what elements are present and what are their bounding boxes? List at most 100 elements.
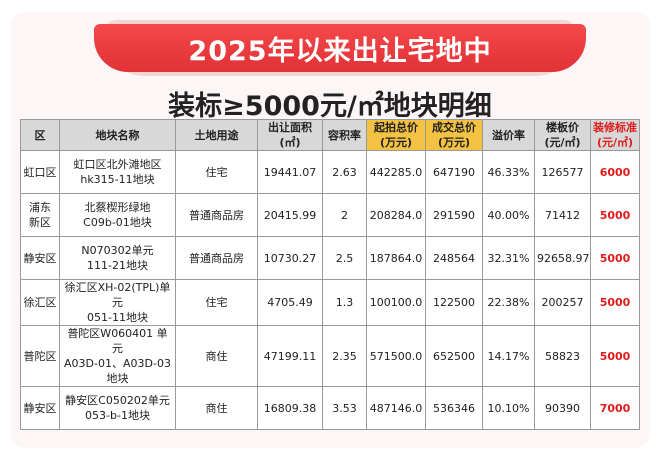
- cell-use: 普通商品房: [175, 193, 258, 237]
- cell-district: 普陀区: [20, 325, 60, 387]
- header-line: 区: [34, 128, 46, 142]
- cell-district: 静安区: [20, 386, 60, 430]
- header-far: 容积率: [322, 119, 367, 151]
- header-line: (元/㎡): [596, 136, 634, 149]
- cell-use: 商住: [175, 386, 258, 430]
- cell-start-price: 187864.0: [366, 236, 426, 280]
- header-premium: 溢价率: [482, 119, 535, 151]
- cell-line: 普陀区: [23, 349, 57, 363]
- header-decoration-standard: 装修标准 (元/㎡): [590, 119, 640, 151]
- cell-area: 19441.07: [257, 150, 323, 194]
- cell-use: 住宅: [175, 150, 258, 194]
- table-row: 静安区 N070302单元 111-21地块 普通商品房 10730.27 2.5 1878…: [20, 236, 640, 280]
- cell-floor-price: 58823: [534, 325, 591, 387]
- table-row: 浦东新区 北蔡楔形绿地 C09b-01地块 普通商品房 20415.99 2 208284.…: [20, 193, 640, 237]
- header-district: 区: [20, 119, 60, 151]
- cell-line: 111-21地块: [87, 259, 148, 272]
- header-line: 出让面积: [268, 121, 312, 134]
- cell-far: 2.35: [322, 325, 367, 387]
- cell-line: 新区: [29, 216, 51, 229]
- cell-floor-price: 90390: [534, 386, 591, 430]
- header-area: 出让面积 (㎡): [257, 119, 323, 151]
- title-banner: 2025年以来出让宅地中: [10, 16, 650, 78]
- cell-line: 浦东: [29, 201, 51, 214]
- cell-line: 北蔡楔形绿地: [84, 201, 151, 214]
- cell-far: 3.53: [322, 386, 367, 430]
- cell-decoration: 6000: [590, 150, 640, 194]
- table-row: 徐汇区 徐汇区XH-02(TPL)单元 051-11地块 住宅 4705.49 1.3 10…: [20, 279, 640, 326]
- header-line: 土地用途: [194, 128, 239, 142]
- cell-deal-price: 647190: [425, 150, 483, 194]
- cell-floor-price: 71412: [534, 193, 591, 237]
- cell-line: C09b-01地块: [83, 216, 152, 229]
- cell-decoration: 5000: [590, 325, 640, 387]
- cell-plot: 虹口区北外滩地区 hk315-11地块: [59, 150, 176, 194]
- header-line: 装修标准: [593, 121, 637, 134]
- cell-district: 浦东 新区: [20, 193, 60, 237]
- header-line: (㎡): [279, 136, 301, 149]
- table-row: 普陀区 普陀区W060401 单元 A03D-01、A03D-03 地块 商住 4719…: [20, 325, 640, 387]
- cell-plot: 静安区C050202单元 053-b-1地块: [59, 386, 176, 430]
- header-line: (元/㎡): [544, 136, 581, 149]
- cell-premium: 22.38%: [482, 279, 535, 326]
- header-line: 容积率: [328, 128, 361, 142]
- header-plot-name: 地块名称: [59, 119, 176, 151]
- header-line: 溢价率: [492, 128, 525, 142]
- cell-start-price: 487146.0: [366, 386, 426, 430]
- cell-floor-price: 200257: [534, 279, 591, 326]
- cell-district: 静安区: [20, 236, 60, 280]
- cell-deal-price: 248564: [425, 236, 483, 280]
- header-start-price: 起拍总价 (万元): [366, 119, 426, 151]
- cell-premium: 46.33%: [482, 150, 535, 194]
- cell-plot: 北蔡楔形绿地 C09b-01地块: [59, 193, 176, 237]
- header-line: 楼板价: [546, 121, 579, 134]
- cell-deal-price: 122500: [425, 279, 483, 326]
- cell-area: 4705.49: [257, 279, 323, 326]
- cell-area: 10730.27: [257, 236, 323, 280]
- cell-line: 徐汇区: [23, 296, 57, 309]
- cell-decoration: 5000: [590, 193, 640, 237]
- cell-line: 静安区C050202单元: [65, 394, 170, 407]
- cell-decoration: 5000: [590, 236, 640, 280]
- header-line: 地块名称: [95, 128, 140, 142]
- cell-line: 053-b-1地块: [85, 409, 150, 422]
- cell-line: 静安区: [23, 401, 57, 415]
- cell-line: 虹口区: [23, 165, 57, 179]
- header-line: (万元): [437, 136, 471, 149]
- banner-ribbon: 2025年以来出让宅地中: [94, 24, 586, 72]
- cell-line: hk315-11地块: [80, 173, 155, 186]
- cell-premium: 10.10%: [482, 386, 535, 430]
- table-header-row: 区地块名称 土地用途 出让面积 (㎡) 容积率 起拍总价 (万元) 成交总价 (万元) 溢价率 楼板…: [20, 119, 640, 151]
- cell-start-price: 442285.0: [366, 150, 426, 194]
- cell-line: 徐汇区XH-02(TPL)单元: [64, 281, 171, 309]
- cell-use: 普通商品房: [175, 236, 258, 280]
- cell-area: 47199.11: [257, 325, 323, 387]
- cell-line: 虹口区北外滩地区: [73, 158, 162, 171]
- cell-line: 051-11地块: [87, 311, 148, 324]
- cell-start-price: 208284.0: [366, 193, 426, 237]
- cell-area: 20415.99: [257, 193, 323, 237]
- cell-start-price: 100100.0: [366, 279, 426, 326]
- header-line: 起拍总价: [374, 121, 418, 134]
- banner-title: 2025年以来出让宅地中: [188, 35, 492, 67]
- cell-deal-price: 291590: [425, 193, 483, 237]
- cell-start-price: 571500.0: [366, 325, 426, 387]
- cell-line: A03D-01、A03D-03 地块: [64, 357, 171, 385]
- cell-decoration: 7000: [590, 386, 640, 430]
- cell-use: 商住: [175, 325, 258, 387]
- header-floor-price: 楼板价 (元/㎡): [534, 119, 591, 151]
- cell-floor-price: 126577: [534, 150, 591, 194]
- cell-premium: 32.31%: [482, 236, 535, 280]
- cell-decoration: 5000: [590, 279, 640, 326]
- cell-use: 住宅: [175, 279, 258, 326]
- cell-plot: 普陀区W060401 单元 A03D-01、A03D-03 地块: [59, 325, 176, 387]
- cell-premium: 14.17%: [482, 325, 535, 387]
- header-deal-price: 成交总价 (万元): [425, 119, 483, 151]
- land-parcel-table: 区地块名称 土地用途 出让面积 (㎡) 容积率 起拍总价 (万元) 成交总价 (万元) 溢价率 楼板…: [20, 119, 640, 430]
- page-subtitle: 装标≥5000元/㎡地块明细: [168, 91, 492, 122]
- header-land-use: 土地用途: [175, 119, 258, 151]
- cell-area: 16809.38: [257, 386, 323, 430]
- cell-far: 2: [322, 193, 367, 237]
- table-row: 虹口区 虹口区北外滩地区 hk315-11地块 住宅 19441.07 2.63 44228…: [20, 150, 640, 194]
- cell-district: 虹口区: [20, 150, 60, 194]
